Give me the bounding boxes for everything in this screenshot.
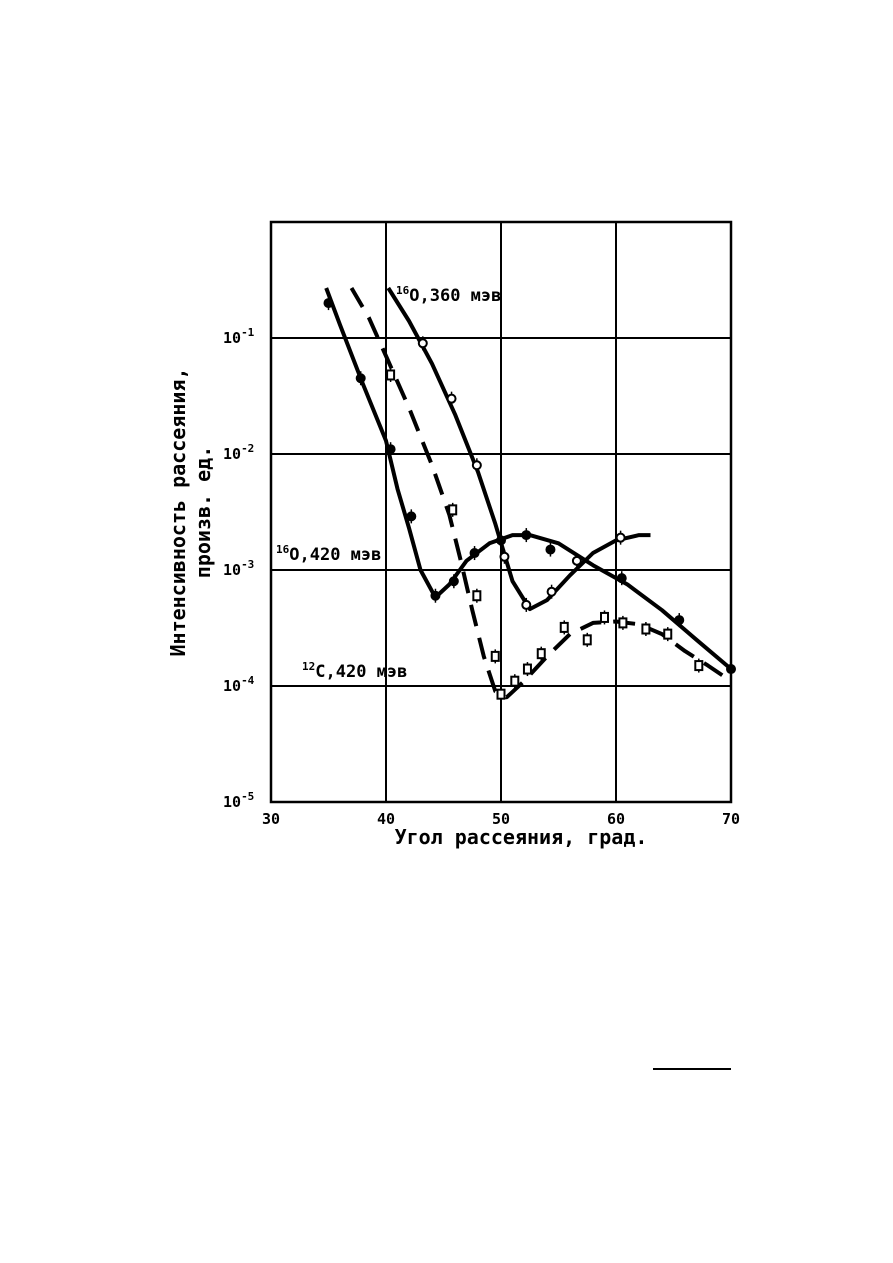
point [510, 675, 520, 687]
point [694, 660, 704, 672]
series-isotope: 12 [302, 660, 315, 673]
x-axis-label: Угол рассеяния, град. [395, 825, 648, 849]
point [355, 373, 366, 384]
series-isotope: 16 [396, 284, 410, 297]
x-tick-label: 30 [262, 810, 280, 828]
point [582, 634, 592, 646]
point [496, 688, 506, 700]
point [499, 551, 510, 562]
point [521, 530, 532, 541]
point [490, 650, 500, 662]
point [469, 548, 480, 559]
y-axis-label: Интенсивность рассеяния, [166, 368, 190, 657]
point [615, 532, 626, 543]
y-tick-label: 10-2 [223, 442, 254, 463]
y-tick-base: 10 [223, 329, 241, 347]
y-tick-exponent: -5 [241, 790, 254, 803]
y-tick-exponent: -1 [241, 326, 255, 339]
series-name: C,420 мэв [315, 662, 407, 682]
series-label: 16O,360 мэв [396, 284, 501, 306]
point [323, 298, 334, 309]
point [663, 628, 673, 640]
point [546, 586, 557, 597]
point [616, 573, 627, 584]
point [406, 511, 417, 522]
point [446, 393, 457, 404]
y-tick-exponent: -4 [241, 674, 255, 687]
y-tick-exponent: -3 [241, 558, 254, 571]
y-tick-exponent: -2 [241, 442, 254, 455]
y-tick-base: 10 [223, 561, 241, 579]
y-tick-label: 10-1 [223, 326, 255, 347]
point [641, 623, 651, 635]
x-tick-label: 60 [607, 810, 625, 828]
point [472, 590, 482, 602]
series-label: 12C,420 мэв [302, 660, 407, 682]
point [471, 460, 482, 471]
y-tick-label: 10-3 [223, 558, 254, 579]
point [726, 664, 736, 675]
plot-frame [269, 220, 733, 804]
series-isotope: 16 [276, 543, 290, 556]
point [674, 615, 685, 626]
y-tick-base: 10 [223, 793, 241, 811]
y-tick-base: 10 [223, 677, 241, 695]
x-tick-label: 50 [492, 810, 510, 828]
series-name: O,360 мэв [409, 286, 501, 306]
point [448, 504, 458, 516]
point [618, 617, 628, 629]
point [386, 369, 396, 381]
y-axis-label: произв. ед. [191, 446, 215, 578]
point [600, 611, 609, 623]
y-tick-label: 10-5 [223, 790, 254, 811]
point [385, 444, 396, 455]
curve [324, 287, 733, 671]
point [521, 599, 532, 610]
point [522, 663, 532, 675]
point [536, 648, 546, 660]
point [448, 576, 459, 587]
x-tick-label: 40 [377, 810, 395, 828]
y-tick-base: 10 [223, 445, 241, 463]
point [545, 544, 556, 555]
y-tick-label: 10-4 [223, 674, 255, 695]
point [417, 338, 428, 349]
point [559, 621, 569, 633]
x-tick-label: 70 [722, 810, 740, 828]
point [496, 535, 506, 546]
series-name: O,420 мэв [289, 545, 381, 565]
point [430, 590, 441, 601]
curve [386, 286, 651, 612]
series-label: 16O,420 мэв [276, 543, 381, 565]
curve [349, 286, 733, 700]
